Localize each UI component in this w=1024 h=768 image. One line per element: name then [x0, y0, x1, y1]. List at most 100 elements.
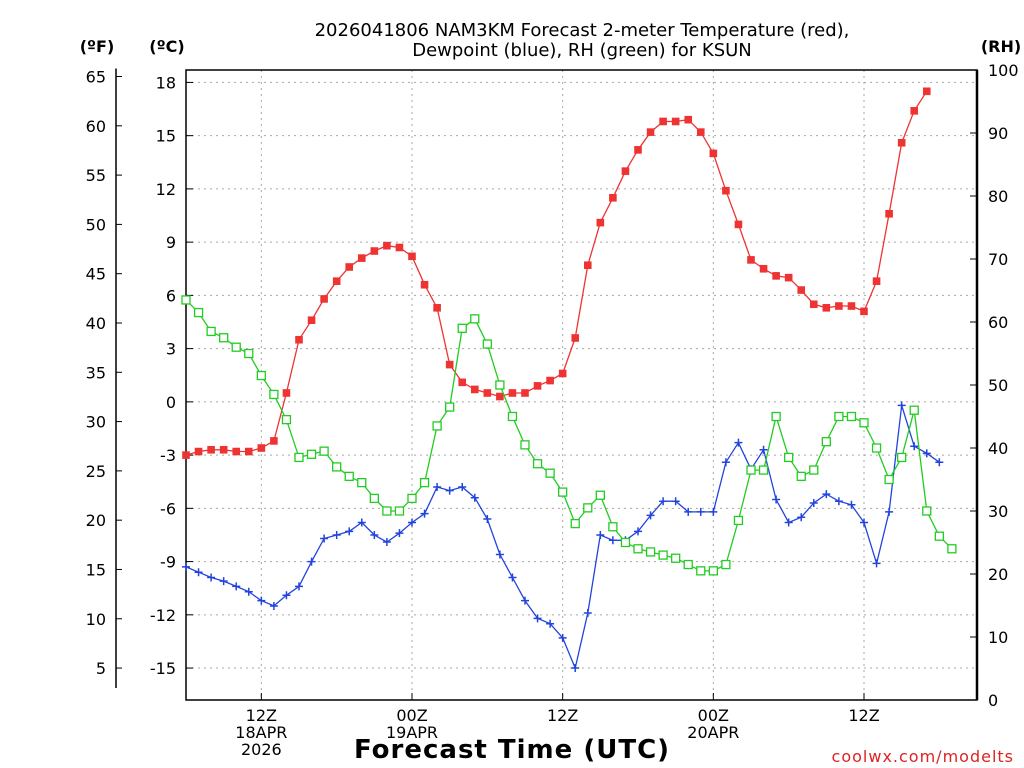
- temperature-point: [646, 128, 655, 136]
- rh-point: [319, 446, 329, 456]
- rh-point: [583, 503, 593, 513]
- rh-point: [382, 506, 392, 516]
- rh-point: [746, 465, 756, 475]
- temperature-point: [621, 167, 630, 175]
- temperature-point: [508, 389, 517, 397]
- dewpoint-point: [433, 483, 442, 492]
- temperature-point: [219, 445, 228, 454]
- temperature-point: [684, 115, 693, 124]
- rh-point: [332, 462, 342, 472]
- fahrenheit-tick-label: 55: [86, 166, 106, 185]
- rh-point: [645, 547, 656, 557]
- dewpoint-point: [182, 562, 190, 571]
- credit-link[interactable]: coolwx.com/modelts: [832, 747, 1014, 766]
- plot-frame: [185, 69, 978, 701]
- dewpoint-point: [671, 497, 680, 506]
- rh-point: [620, 537, 631, 548]
- fahrenheit-axis: 65 60 55 50 45 40 35 30 25 20 15 10 5: [86, 68, 122, 689]
- celsius-unit-label: (ºC): [149, 37, 184, 56]
- temperature-point: [207, 445, 215, 454]
- temperature-point: [257, 444, 266, 452]
- dewpoint-point: [571, 664, 580, 673]
- temperature-point: [634, 146, 642, 154]
- temperature-point: [270, 437, 278, 445]
- celsius-tick-label: -12: [150, 606, 176, 625]
- rh-point: [269, 389, 279, 400]
- dewpoint-point: [721, 458, 730, 467]
- rh-point: [834, 411, 844, 422]
- dewpoint-point: [885, 507, 894, 516]
- temperature-point: [470, 385, 479, 394]
- dewpoint-point: [445, 486, 454, 495]
- rh-unit-label: (RH): [981, 37, 1021, 56]
- rh-point: [884, 474, 894, 485]
- dewpoint-point: [546, 619, 555, 628]
- time-tick-label: 2026: [241, 740, 282, 759]
- fahrenheit-tick-label: 25: [86, 462, 106, 481]
- temperature-point: [395, 243, 404, 252]
- dewpoint-point: [332, 530, 341, 539]
- rh-point: [809, 465, 819, 475]
- temperature-line: [185, 90, 928, 456]
- temperature-point: [772, 272, 780, 280]
- fahrenheit-tick-label: 15: [86, 560, 106, 579]
- temperature-point: [709, 149, 718, 158]
- rh-tick-label: 100: [988, 61, 1019, 80]
- celsius-tick-label: -15: [150, 659, 176, 678]
- temperature-point: [182, 451, 190, 459]
- temperature-point: [345, 263, 354, 271]
- dewpoint-point: [696, 507, 705, 516]
- dewpoint-point: [257, 596, 266, 605]
- rh-point: [532, 459, 543, 469]
- fahrenheit-tick-label: 40: [86, 314, 106, 333]
- rh-point: [306, 449, 317, 459]
- rh-point: [432, 421, 442, 431]
- temperature-point: [784, 273, 793, 282]
- celsius-tick-label: 9: [166, 233, 176, 252]
- dewpoint-point: [922, 449, 931, 458]
- rh-point: [181, 295, 191, 305]
- dewpoint-point: [608, 536, 617, 545]
- dewpoint-point: [470, 493, 479, 502]
- rh-point: [708, 566, 718, 576]
- rh-point: [595, 490, 605, 500]
- dewpoint-point: [269, 601, 278, 610]
- fahrenheit-tick-label: 65: [86, 68, 106, 87]
- chart-title: 2026041806 NAM3KM Forecast 2-meter Tempe…: [315, 20, 850, 61]
- dewpoint-point: [207, 573, 216, 582]
- temperature-point: [671, 117, 680, 126]
- temperature-point: [835, 302, 843, 310]
- rh-point: [219, 333, 229, 343]
- temperature-point: [696, 128, 705, 136]
- temperature-point: [420, 280, 429, 289]
- dewpoint-point: [408, 518, 416, 527]
- dewpoint-point: [382, 538, 391, 547]
- dewpoint-point: [910, 442, 919, 451]
- fahrenheit-unit-label: (ºF): [80, 37, 115, 56]
- temperature-point: [609, 193, 617, 202]
- rh-point: [394, 506, 405, 516]
- temperature-point: [747, 256, 755, 264]
- time-tick-label: 12Z: [547, 706, 578, 725]
- temperature-point: [809, 300, 818, 309]
- dewpoint-point: [458, 483, 467, 492]
- chart-frame: [185, 69, 979, 701]
- dewpoint-point: [797, 513, 806, 522]
- rh-tick-label: 60: [988, 313, 1008, 332]
- rh-tick-label: 40: [988, 439, 1008, 458]
- rh-point: [281, 414, 292, 425]
- temperature-point: [847, 302, 856, 310]
- dewpoint-point: [809, 499, 818, 508]
- temperature-point: [383, 241, 391, 250]
- series-temperature: [182, 87, 931, 459]
- temperature-point: [822, 304, 831, 312]
- temperature-point: [332, 277, 341, 285]
- temperature-point: [722, 186, 730, 195]
- temperature-point: [483, 389, 492, 397]
- temperature-point: [320, 295, 328, 303]
- temperature-point: [922, 87, 931, 96]
- dewpoint-point: [295, 582, 303, 591]
- temperature-point: [558, 369, 567, 378]
